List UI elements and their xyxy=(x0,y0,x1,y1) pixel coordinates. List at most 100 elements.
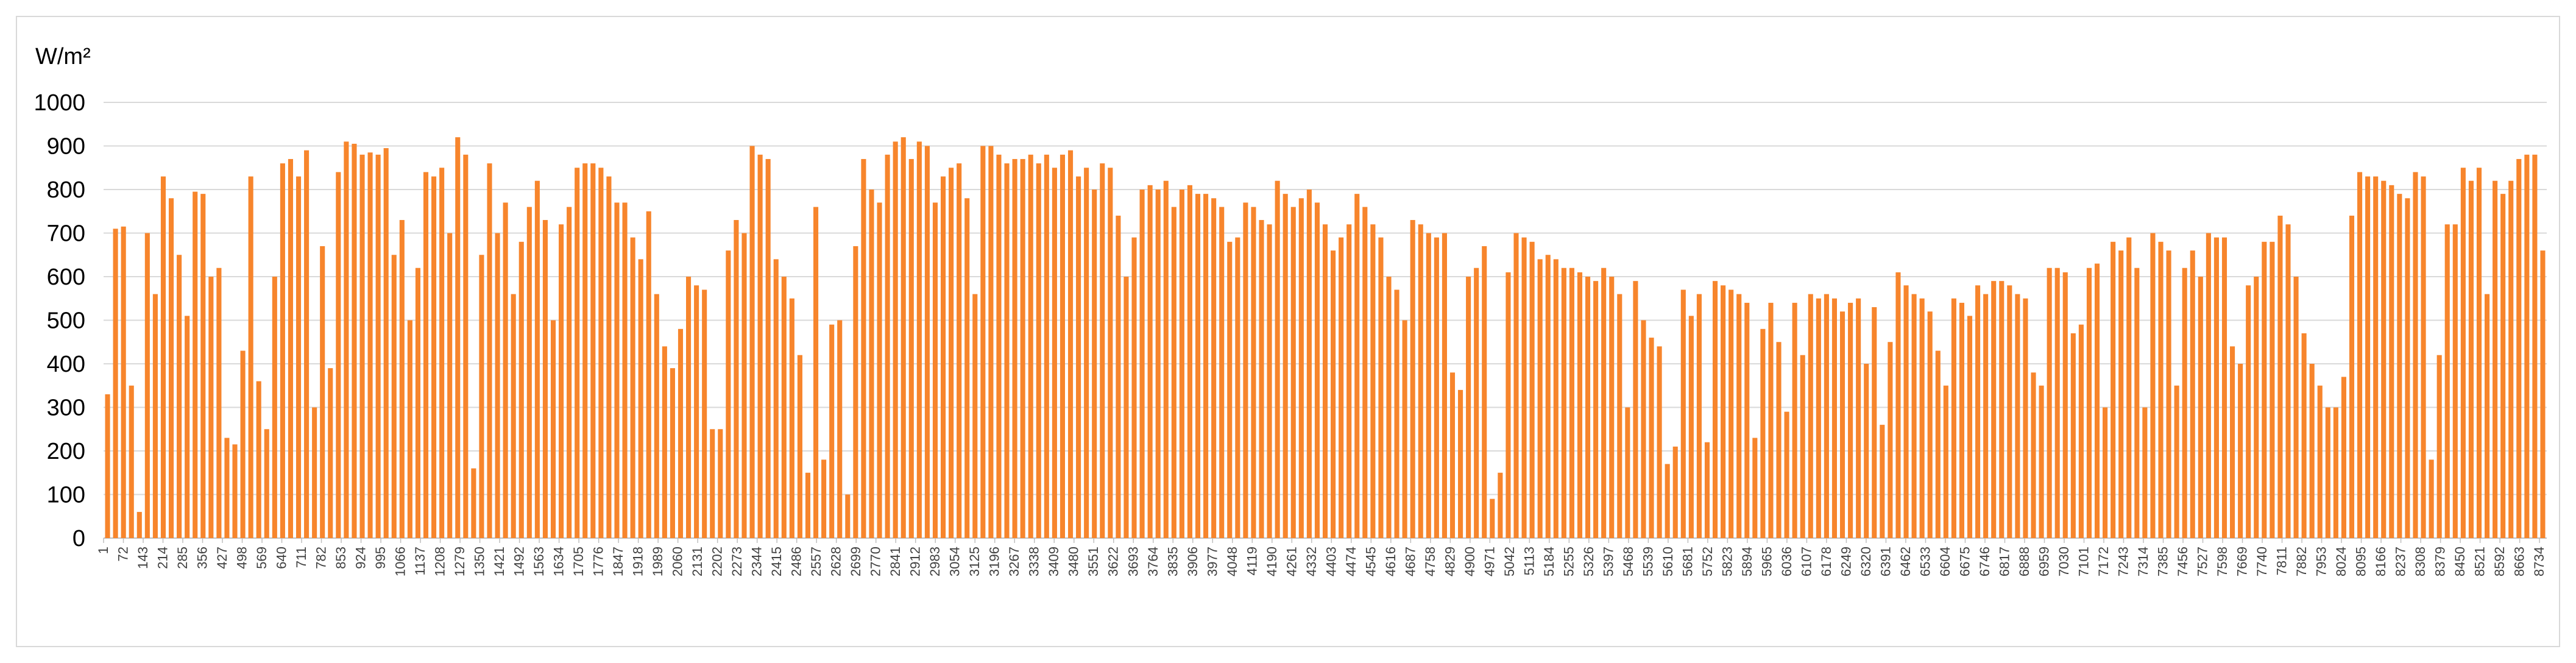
irradiance-day-bar xyxy=(1306,190,1312,538)
irradiance-day-bar xyxy=(567,207,572,539)
x-tick-label: 3835 xyxy=(1165,547,1180,576)
irradiance-day-bar xyxy=(1060,154,1066,539)
x-tick-label: 4190 xyxy=(1264,547,1279,576)
irradiance-day-bar xyxy=(2405,198,2410,538)
irradiance-day-bar xyxy=(1131,237,1137,538)
irradiance-day-bar xyxy=(136,512,142,538)
irradiance-day-bar xyxy=(694,285,699,538)
irradiance-day-bar xyxy=(1999,281,2005,538)
irradiance-day-bar xyxy=(1076,176,1081,538)
x-tick-label: 6959 xyxy=(2036,547,2051,576)
irradiance-day-bar xyxy=(1259,220,1264,538)
irradiance-day-bar xyxy=(2460,168,2466,538)
irradiance-day-bar xyxy=(1649,338,1654,538)
irradiance-day-bar xyxy=(2039,385,2044,538)
y-axis-unit-label: W/m² xyxy=(35,44,91,69)
irradiance-day-bar xyxy=(1696,294,1702,538)
x-tick-label: 6036 xyxy=(1779,547,1794,576)
irradiance-day-bar xyxy=(1721,285,1726,538)
irradiance-day-bar xyxy=(550,320,556,538)
irradiance-day-bar xyxy=(200,194,206,538)
irradiance-day-bar xyxy=(797,355,802,538)
x-tick-label: 924 xyxy=(353,547,369,569)
x-tick-label: 8379 xyxy=(2433,547,2448,576)
irradiance-day-bar xyxy=(2254,277,2259,538)
x-tick-label: 1 xyxy=(96,547,111,554)
x-tick-label: 5326 xyxy=(1581,547,1596,576)
x-tick-label: 7456 xyxy=(2175,547,2190,576)
irradiance-day-bar xyxy=(1983,294,1989,538)
irradiance-day-bar xyxy=(1831,298,1838,538)
x-tick-label: 3551 xyxy=(1086,547,1101,576)
irradiance-day-bar xyxy=(1935,350,1941,538)
irradiance-day-bar xyxy=(765,158,771,538)
irradiance-day-bar xyxy=(2118,250,2124,538)
x-tick-label: 7314 xyxy=(2135,547,2151,576)
irradiance-day-bar xyxy=(518,241,524,538)
x-tick-label: 7172 xyxy=(2096,547,2111,576)
irradiance-day-bar xyxy=(757,154,763,539)
irradiance-day-bar xyxy=(590,163,596,539)
irradiance-day-bar xyxy=(1171,207,1177,539)
x-tick-label: 2344 xyxy=(749,547,765,576)
x-tick-label: 7740 xyxy=(2254,547,2270,576)
x-tick-label: 1563 xyxy=(531,547,547,576)
y-tick-label: 200 xyxy=(47,439,85,464)
irradiance-day-bar xyxy=(2070,333,2076,538)
irradiance-day-bar xyxy=(646,211,651,538)
irradiance-day-bar xyxy=(415,268,420,538)
x-tick-label: 5752 xyxy=(1700,547,1715,576)
x-tick-label: 2557 xyxy=(809,547,824,576)
irradiance-day-bar xyxy=(2206,233,2211,538)
irradiance-day-bar xyxy=(1219,207,1225,539)
irradiance-day-bar xyxy=(1155,190,1161,538)
irradiance-day-bar xyxy=(1657,346,1662,538)
irradiance-day-bar xyxy=(1394,289,1399,538)
irradiance-day-bar xyxy=(216,268,222,538)
irradiance-day-bar xyxy=(1474,268,1479,538)
irradiance-day-bar xyxy=(1959,302,1965,538)
irradiance-day-bar xyxy=(534,180,540,538)
irradiance-day-bar xyxy=(614,202,620,538)
irradiance-day-bar xyxy=(447,233,453,538)
x-tick-label: 3125 xyxy=(967,547,982,576)
irradiance-day-bar xyxy=(2397,194,2402,538)
irradiance-day-bar xyxy=(2221,237,2227,538)
x-tick-label: 6249 xyxy=(1838,547,1853,576)
irradiance-day-bar xyxy=(193,191,198,538)
x-tick-label: 3409 xyxy=(1046,547,1061,576)
irradiance-day-bar xyxy=(1688,316,1694,538)
x-tick-label: 8237 xyxy=(2393,547,2408,576)
irradiance-day-bar xyxy=(1331,250,1336,538)
irradiance-day-bar xyxy=(702,289,707,538)
irradiance-day-bar xyxy=(1346,224,1352,538)
x-tick-label: 3977 xyxy=(1205,547,1220,576)
irradiance-day-bar xyxy=(2349,215,2355,538)
x-tick-label: 3906 xyxy=(1185,547,1200,576)
irradiance-day-bar xyxy=(1322,224,1328,538)
y-tick-label: 800 xyxy=(47,177,85,203)
irradiance-day-bar xyxy=(2031,372,2036,538)
irradiance-day-bar xyxy=(1736,294,1742,538)
irradiance-day-bar xyxy=(1434,237,1439,538)
x-tick-label: 2770 xyxy=(868,547,883,576)
irradiance-day-bar xyxy=(224,438,230,538)
irradiance-day-bar xyxy=(367,152,373,539)
irradiance-day-bar xyxy=(1004,163,1010,539)
x-tick-label: 72 xyxy=(116,547,131,561)
irradiance-day-bar xyxy=(1092,190,1097,538)
irradiance-day-bar xyxy=(328,368,333,538)
x-tick-label: 7811 xyxy=(2274,547,2290,575)
x-tick-label: 1989 xyxy=(650,547,665,576)
irradiance-day-bar xyxy=(264,429,269,538)
irradiance-day-bar xyxy=(606,176,612,538)
irradiance-day-bar xyxy=(2150,233,2156,538)
x-tick-label: 6320 xyxy=(1858,547,1874,576)
irradiance-day-bar xyxy=(1895,272,1901,538)
x-tick-label: 8095 xyxy=(2354,547,2369,576)
x-tick-label: 5894 xyxy=(1739,547,1755,576)
x-tick-label: 3693 xyxy=(1125,547,1141,576)
irradiance-day-bar xyxy=(1561,268,1566,538)
irradiance-day-bar xyxy=(2103,407,2108,538)
irradiance-day-bar xyxy=(144,233,150,538)
